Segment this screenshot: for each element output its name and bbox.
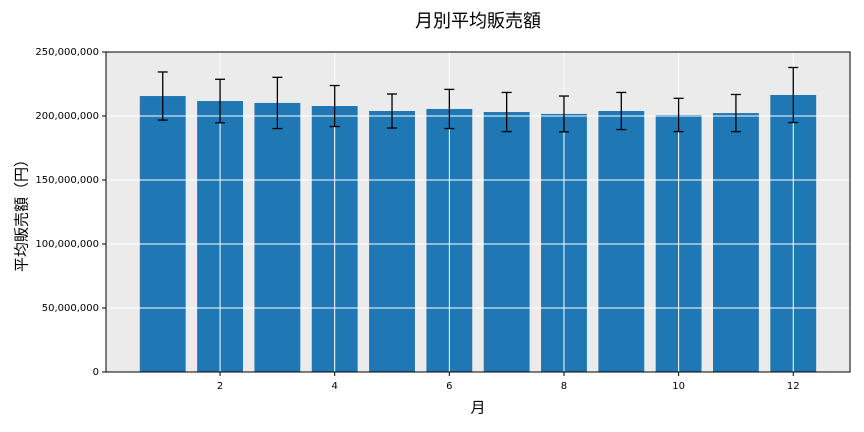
error-bar [157,71,168,121]
y-tick-label: 200,000,000 [35,111,99,122]
plot-frame [105,51,851,373]
y-tick-label: 0 [93,367,99,378]
error-bar [387,93,398,129]
error-bar [788,66,799,124]
bar [713,113,759,372]
error-bar [329,84,340,128]
x-tick-label: 10 [672,381,685,392]
bar [254,102,301,372]
bar [483,112,530,373]
bar [598,111,645,373]
error-bar [558,95,569,133]
x-axis-label: 月 [470,399,485,417]
error-bar [272,76,283,130]
y-tick-label: 150,000,000 [35,175,99,186]
y-axis-label: 平均販売額（円） [13,152,31,272]
y-tick-label: 250,000,000 [35,47,99,58]
y-tick-label: 100,000,000 [35,239,99,250]
y-tick-label: 50,000,000 [42,303,99,314]
bar [139,96,186,373]
x-tick-label: 6 [446,381,452,392]
error-bar [730,93,741,133]
error-bar [444,88,455,130]
x-tick-label: 4 [332,381,338,392]
bar [369,111,415,373]
x-tick-label: 12 [787,381,800,392]
error-bar [673,97,684,133]
x-tick-label: 8 [561,381,567,392]
error-bar [616,91,627,131]
x-tick-label: 2 [217,381,223,392]
error-bar [501,91,512,133]
chart-title: 月別平均販売額 [415,11,541,32]
error-bar [215,78,226,124]
